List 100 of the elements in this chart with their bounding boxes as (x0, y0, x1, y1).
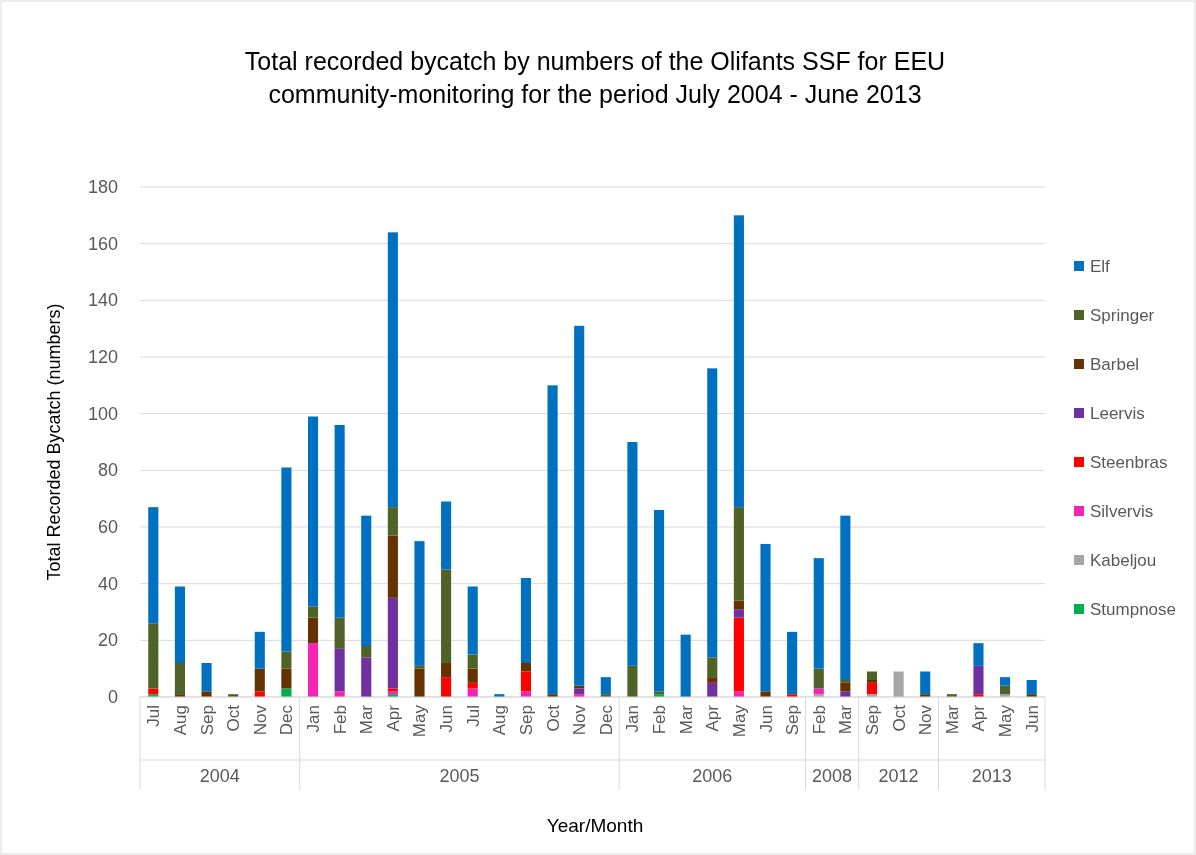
bar (733, 617, 744, 692)
x-tick-label: Sep (516, 705, 536, 736)
bar (281, 668, 292, 689)
text: 2005 (439, 766, 480, 786)
text: 2008 (812, 766, 853, 786)
x-tick-label: Apr (703, 704, 723, 732)
x-tick-label: Jun (437, 705, 457, 733)
bar (760, 691, 771, 697)
y-tick-label: 100 (87, 403, 118, 424)
bar (840, 515, 851, 680)
bar (733, 507, 744, 601)
text: 2004 (199, 766, 240, 786)
bar (441, 501, 452, 570)
x-tick-label: Sep (783, 705, 803, 736)
x-tick-label: Jan (623, 705, 643, 733)
x-tick-label: Nov (570, 704, 590, 736)
bar (281, 467, 292, 652)
text: 2012 (878, 766, 919, 786)
bar (520, 578, 532, 663)
bar (707, 677, 718, 683)
bar (254, 668, 265, 692)
bar (733, 609, 744, 618)
bar (254, 631, 265, 669)
bar (600, 677, 611, 695)
bar (361, 657, 372, 697)
bar (813, 558, 824, 669)
bar (866, 680, 878, 683)
legend-label: Kabeljou (1090, 551, 1157, 570)
legend-label: Elf (1090, 257, 1111, 276)
bar (361, 515, 372, 646)
bar (307, 416, 319, 607)
bar (281, 651, 292, 669)
x-tick-label: Mar (676, 704, 696, 735)
bar (307, 617, 319, 644)
bar (387, 232, 398, 508)
x-tick-label: Dec (277, 704, 297, 736)
x-tick-label: Mar (357, 704, 377, 735)
bar (520, 671, 532, 692)
legend-label: Leervis (1090, 404, 1145, 423)
x-tick-label: Oct (224, 704, 244, 732)
x-tick-label: Oct (543, 704, 563, 732)
x-tick-label: Oct (889, 704, 909, 732)
bar (760, 544, 771, 692)
bar (920, 671, 931, 695)
x-tick-label: May (729, 704, 749, 738)
x-tick-label: Apr (383, 704, 403, 732)
bar (414, 665, 425, 669)
x-tick-label: Feb (809, 705, 829, 735)
bar (467, 668, 478, 683)
y-tick-label: 0 (107, 687, 118, 707)
bar (467, 586, 478, 655)
bar (441, 677, 452, 697)
y-tick-label: 60 (97, 517, 118, 537)
bar (148, 623, 159, 689)
x-tick-label: May (996, 704, 1016, 738)
bar (441, 569, 452, 663)
bar (813, 668, 824, 689)
bar (387, 597, 398, 689)
y-tick-label: 160 (87, 233, 118, 254)
y-tick-label: 40 (97, 573, 118, 594)
bar (148, 507, 159, 624)
y-tick-label: 120 (87, 347, 118, 367)
legend-label: Springer (1090, 306, 1155, 325)
x-tick-label: Mar (836, 704, 856, 735)
bar (174, 586, 185, 663)
x-tick-label: May (410, 704, 430, 738)
x-tick-label: Jun (756, 705, 776, 733)
x-tick-label: Jul (463, 705, 483, 727)
text: 2013 (971, 766, 1012, 786)
bar (307, 606, 319, 618)
x-axis-title: Year/Month (546, 815, 644, 836)
bar (627, 665, 638, 697)
legend-label: Silvervis (1090, 502, 1154, 521)
bar (334, 425, 345, 618)
x-tick-label: Nov (916, 704, 936, 736)
bar (441, 663, 452, 678)
bar (361, 646, 372, 658)
bar (707, 657, 718, 678)
y-tick-label: 80 (97, 460, 118, 481)
bar (201, 663, 212, 692)
bar (387, 507, 398, 536)
x-tick-label: Dec (596, 704, 616, 736)
x-tick-label: Nov (250, 704, 270, 736)
bar (414, 541, 425, 666)
bar (334, 648, 345, 692)
legend-label: Steenbras (1090, 453, 1168, 472)
bar (866, 671, 878, 680)
bar (307, 643, 319, 697)
bar (866, 682, 878, 695)
x-tick-label: Aug (170, 705, 190, 736)
chart-title: Total recorded bycatch by numbers of the Olifants SSF for EEU community-monitoring for the period July 2004 - June 2013 (244, 47, 946, 108)
x-tick-label: Jun (1022, 705, 1042, 733)
bar (680, 634, 691, 697)
bar (1000, 685, 1011, 695)
bar (653, 510, 665, 692)
bar (1000, 677, 1011, 686)
bar (627, 442, 638, 666)
y-tick-label: 140 (87, 290, 118, 311)
bar (973, 643, 984, 666)
bar (201, 691, 212, 697)
